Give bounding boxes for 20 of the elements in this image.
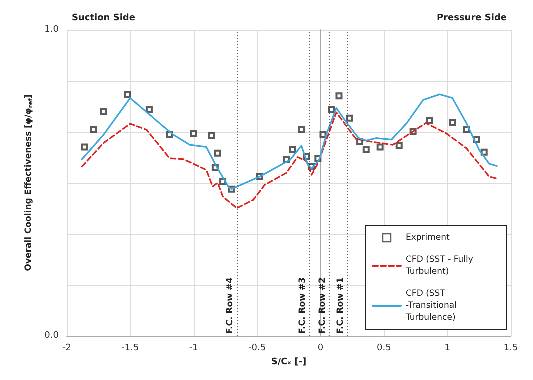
text: Suction Side: [72, 14, 136, 24]
ref-line-label: F.C. Row #4: [225, 277, 236, 334]
x-tick-label: -1: [189, 344, 198, 354]
legend-label: CFD (SST -Transitional Turbulence): [405, 289, 460, 323]
x-axis-title: S/Cₓ [-]: [271, 358, 307, 368]
y-tick-label: 0.0: [44, 331, 60, 341]
y-tick-label: 1.0: [44, 25, 60, 35]
legend-label: Expriment: [406, 233, 451, 243]
x-tick-label: 1.5: [504, 344, 518, 354]
x-tick-label: 0.5: [376, 344, 392, 354]
text: Pressure Side: [436, 14, 508, 24]
ref-line-label: F.C. Row #1: [336, 277, 346, 334]
ref-line-label: F.C. Row #3: [298, 277, 308, 334]
ref-line-label: F.C. Row #2: [318, 277, 328, 334]
x-tick-label: -0.5: [248, 344, 266, 354]
x-tick-label: 0: [318, 344, 324, 354]
x-tick-label: -2: [62, 344, 72, 354]
legend-label: CFD (SST - Fully Turbulent): [405, 255, 476, 277]
x-tick-label: -1.5: [122, 344, 140, 354]
x-tick-label: 1: [444, 344, 450, 354]
